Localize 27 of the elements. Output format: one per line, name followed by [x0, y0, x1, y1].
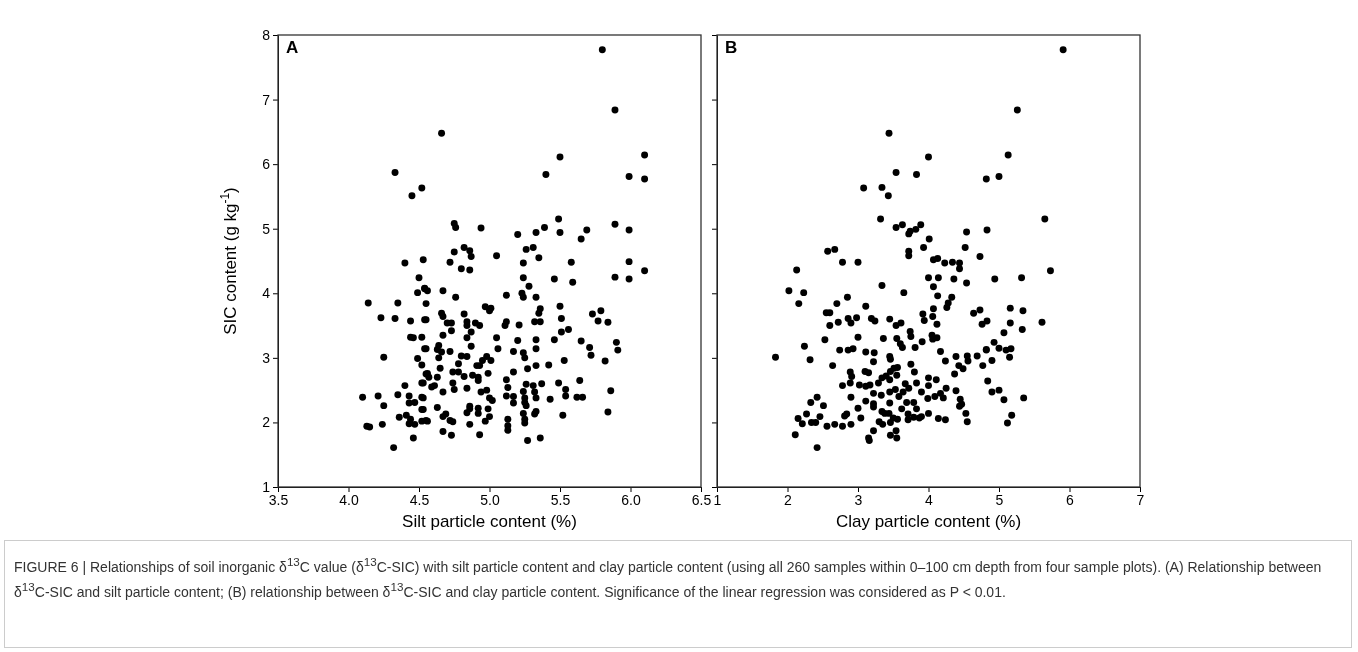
x-tick-label: 5.5	[550, 491, 571, 508]
x-tick-label: 3	[854, 491, 863, 508]
x-axis-title: Silt particle content (%)	[402, 512, 577, 531]
x-tick-label: 5	[995, 491, 1004, 508]
x-tick-label: 3.5	[268, 491, 289, 508]
y-tick-label: 5	[262, 220, 271, 237]
x-tick-label: 6	[1066, 491, 1075, 508]
chart-title: A	[286, 38, 299, 57]
y-tick-label: 2	[262, 414, 271, 431]
x-tick-label: 4.0	[339, 491, 359, 508]
y-tick-label: 1	[262, 478, 271, 495]
x-tick-label: 5.0	[480, 491, 500, 508]
y-tick-label: 7	[262, 91, 271, 108]
x-tick-label: 2	[784, 491, 793, 508]
y-tick-label: 3	[262, 349, 271, 366]
x-tick-label: 1	[713, 491, 722, 508]
chart-title: B	[725, 38, 738, 57]
x-tick-label: 4.5	[409, 491, 430, 508]
y-tick-label: 8	[262, 26, 271, 43]
x-tick-label: 7	[1136, 491, 1145, 508]
x-tick-label: 6.5	[691, 491, 712, 508]
text: FIGURE 6 | Relationships of soil inorganic δ$^{13}$C value (δ$^{13}$C-SIC) with silt particle content and clay particle content (using all 260 samples within 0–100 cm depth from four sample plots). (A) Relationship between δ$^{13}$C-SIC and silt particle content; (B) relationship between δ$^{13}$C-SIC and clay particle content. Significance of the linear regression was considered as P < 0.01.	[14, 555, 1322, 600]
x-axis-title: Clay particle content (%)	[835, 512, 1022, 531]
y-tick-label: 6	[262, 156, 271, 173]
y-tick-label: 4	[262, 285, 271, 302]
x-tick-label: 6.0	[621, 491, 641, 508]
x-tick-label: 4	[925, 491, 934, 508]
